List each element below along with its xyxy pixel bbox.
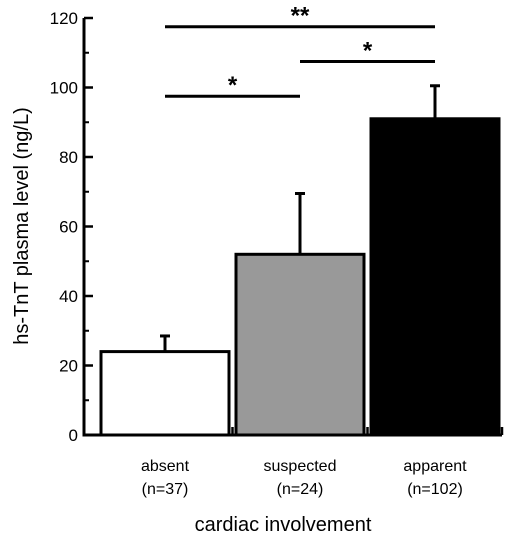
x-tick-label-absent: absent <box>141 458 190 475</box>
y-tick-label-20: 20 <box>59 357 78 376</box>
error-bars-layer <box>160 84 440 352</box>
x-tick-count-apparent: (n=102) <box>407 481 463 498</box>
bars-layer <box>99 117 501 437</box>
y-tick-label-120: 120 <box>50 9 78 28</box>
x-tick-count-absent: (n=37) <box>142 481 189 498</box>
bar-suspected <box>234 252 366 437</box>
significance-label-1: * <box>363 37 373 64</box>
y-tick-label-0: 0 <box>69 426 78 445</box>
significance-layer: **** <box>165 3 435 99</box>
y-tick-label-100: 100 <box>50 79 78 98</box>
y-axis-title: hs-TnT plasma level (ng/L) <box>11 107 33 345</box>
significance-label-2: ** <box>291 3 310 30</box>
category-labels-layer: absent (n=37) suspected (n=24) apparent (n=10… <box>141 458 467 498</box>
bar-absent <box>99 350 231 437</box>
bar-apparent <box>369 117 501 437</box>
x-tick-count-suspected: (n=24) <box>277 481 324 498</box>
x-tick-label-apparent: apparent <box>403 458 467 475</box>
x-tick-label-suspected: suspected <box>264 458 337 475</box>
significance-label-0: * <box>228 72 238 99</box>
y-tick-label-40: 40 <box>59 287 78 306</box>
axes-layer: 0 20 40 60 80 100 120 <box>50 9 504 445</box>
y-tick-label-80: 80 <box>59 148 78 167</box>
x-axis-title: cardiac involvement <box>195 514 372 536</box>
y-tick-label-60: 60 <box>59 218 78 237</box>
